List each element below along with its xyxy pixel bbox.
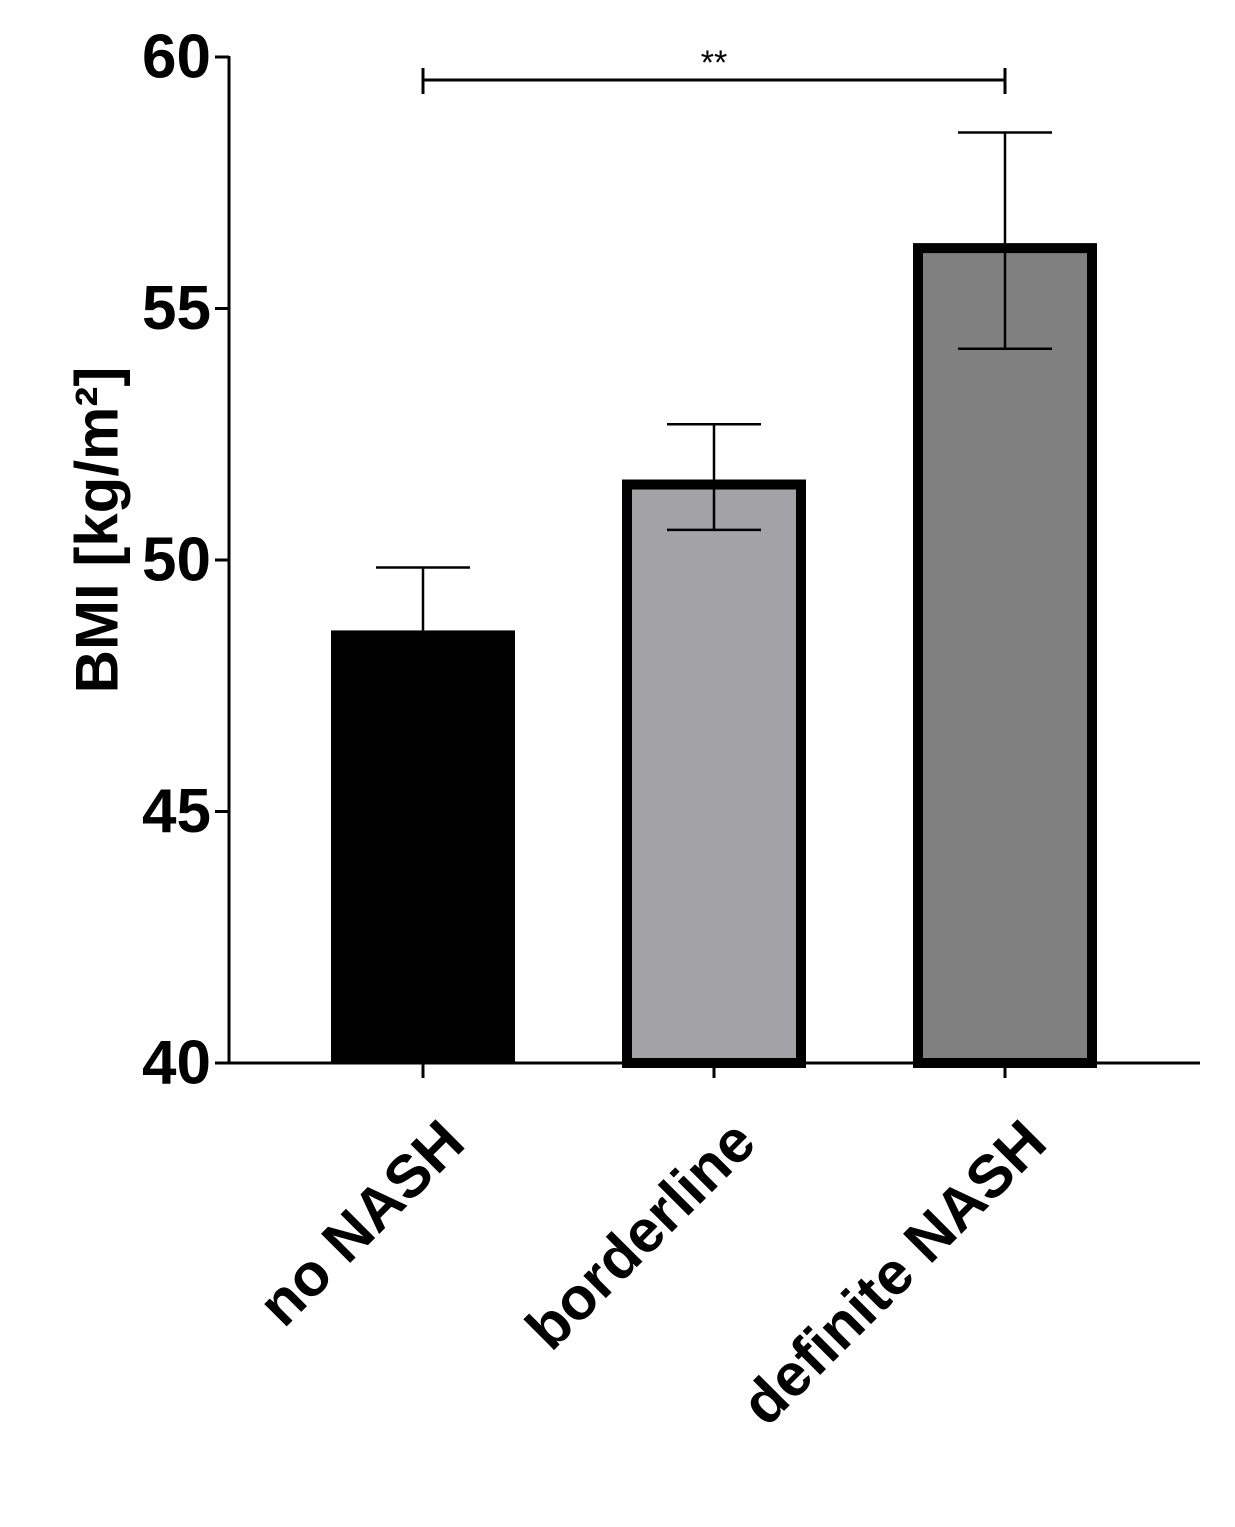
bar bbox=[622, 479, 806, 1068]
y-axis-title: BMI [kg/m²] bbox=[64, 367, 131, 694]
y-tick-label: 45 bbox=[142, 777, 211, 846]
significance-label: ** bbox=[701, 44, 727, 82]
y-ticks: 40 45 50 55 60 bbox=[142, 23, 229, 1098]
y-tick-label: 55 bbox=[142, 274, 211, 343]
bar bbox=[913, 243, 1097, 1069]
bar bbox=[331, 630, 515, 1063]
significance-brackets: ** bbox=[421, 44, 1007, 94]
error-bars bbox=[376, 131, 1052, 631]
y-tick-label: 60 bbox=[142, 23, 211, 92]
y-tick-label: 40 bbox=[142, 1029, 211, 1098]
x-category-label: no NASH bbox=[246, 1107, 477, 1338]
y-axis: 40 45 50 55 60 bbox=[142, 23, 231, 1098]
x-category-label: borderline bbox=[513, 1107, 768, 1362]
y-tick-label: 50 bbox=[142, 526, 211, 595]
x-category-label: definite NASH bbox=[729, 1107, 1059, 1437]
bars bbox=[331, 243, 1097, 1069]
